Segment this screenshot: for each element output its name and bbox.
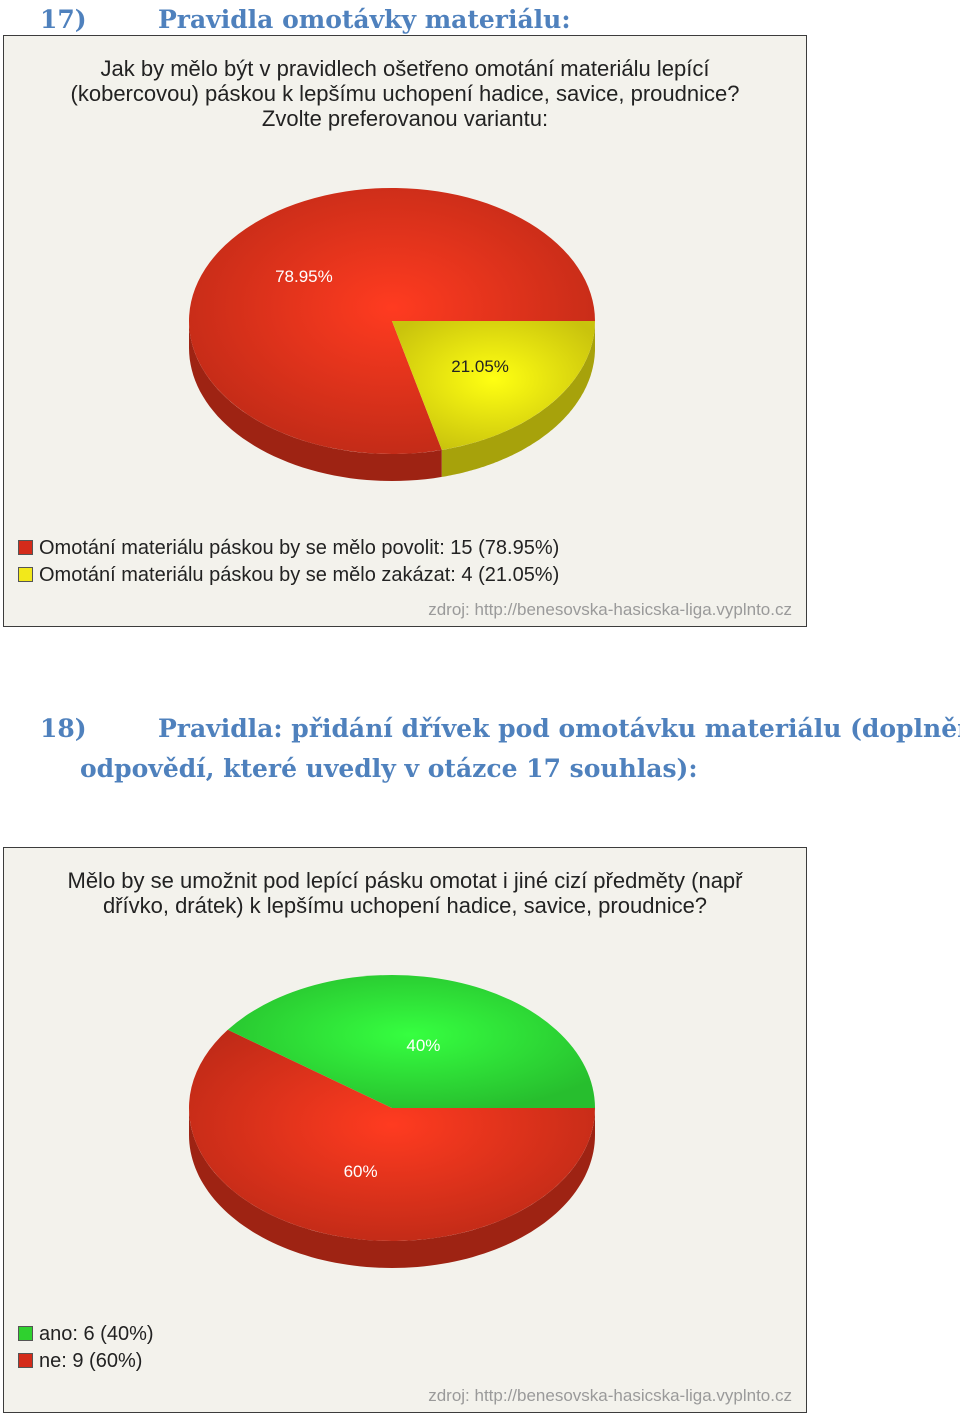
chart-2-pie: 60% 40% (188, 975, 596, 1268)
legend-entry: Omotání materiálu páskou by se mělo povo… (18, 535, 559, 562)
pie-slice-label: 40% (406, 1036, 440, 1055)
legend-label: Omotání materiálu páskou by se mělo povo… (39, 537, 560, 559)
legend-entry: ano: 6 (40%) (18, 1321, 154, 1348)
pie-slice (188, 1029, 596, 1242)
chart-1-pie: 78.95% 21.05% (188, 187, 595, 481)
chart-2-source: zdroj: http://benesovska-hasicska-liga.v… (428, 1386, 792, 1405)
pie-slice-label: 78.95% (275, 267, 333, 286)
legend-entry: ne: 9 (60%) (18, 1348, 154, 1375)
section-number: 17) (40, 5, 87, 34)
section-17-heading: 17) Pravidla omotávky materiálu: (40, 0, 571, 40)
chart-1-title: Jak by mělo být v pravidlech ošetřeno om… (70, 56, 740, 131)
section-18-heading: 18) Pravidla: přidání dřívek pod omotávku… (40, 709, 960, 789)
pie-slice (227, 975, 596, 1108)
chart-1-legend: Omotání materiálu páskou by se mělo povo… (18, 535, 559, 589)
legend-swatch (18, 1353, 33, 1368)
legend-label: Omotání materiálu páskou by se mělo zaká… (39, 564, 560, 586)
chart-1-frame: Jak by mělo být v pravidlech ošetřeno om… (3, 35, 807, 627)
legend-entry: Omotání materiálu páskou by se mělo zaká… (18, 562, 559, 589)
pie-slice-side (441, 321, 595, 477)
pie-slice-side (189, 321, 442, 481)
legend-label: ne: 9 (60%) (39, 1350, 143, 1372)
section-title: Pravidla omotávky materiálu: (158, 5, 571, 34)
section-title: Pravidla: přidání dřívek pod omotávku ma… (158, 714, 960, 743)
section-number: 18) (40, 714, 87, 743)
legend-swatch (18, 1326, 33, 1341)
legend-swatch (18, 540, 33, 555)
chart-1-source: zdroj: http://benesovska-hasicska-liga.v… (428, 600, 792, 619)
legend-label: ano: 6 (40%) (39, 1323, 154, 1345)
pie-slice-label: 21.05% (451, 357, 509, 376)
legend-swatch (18, 567, 33, 582)
chart-2-legend: ano: 6 (40%) ne: 9 (60%) (18, 1321, 154, 1375)
section-title-continued: odpovědí, které uvedly v otázce 17 souhl… (80, 754, 698, 783)
pie-slice-label: 60% (344, 1162, 378, 1181)
pie-slice (188, 187, 595, 454)
chart-2-frame: Mělo by se umožnit pod lepící pásku omot… (3, 847, 807, 1413)
pie-slice-side (189, 1108, 595, 1268)
chart-2-title: Mělo by se umožnit pod lepící pásku omot… (67, 868, 743, 918)
pie-slice (392, 321, 595, 450)
